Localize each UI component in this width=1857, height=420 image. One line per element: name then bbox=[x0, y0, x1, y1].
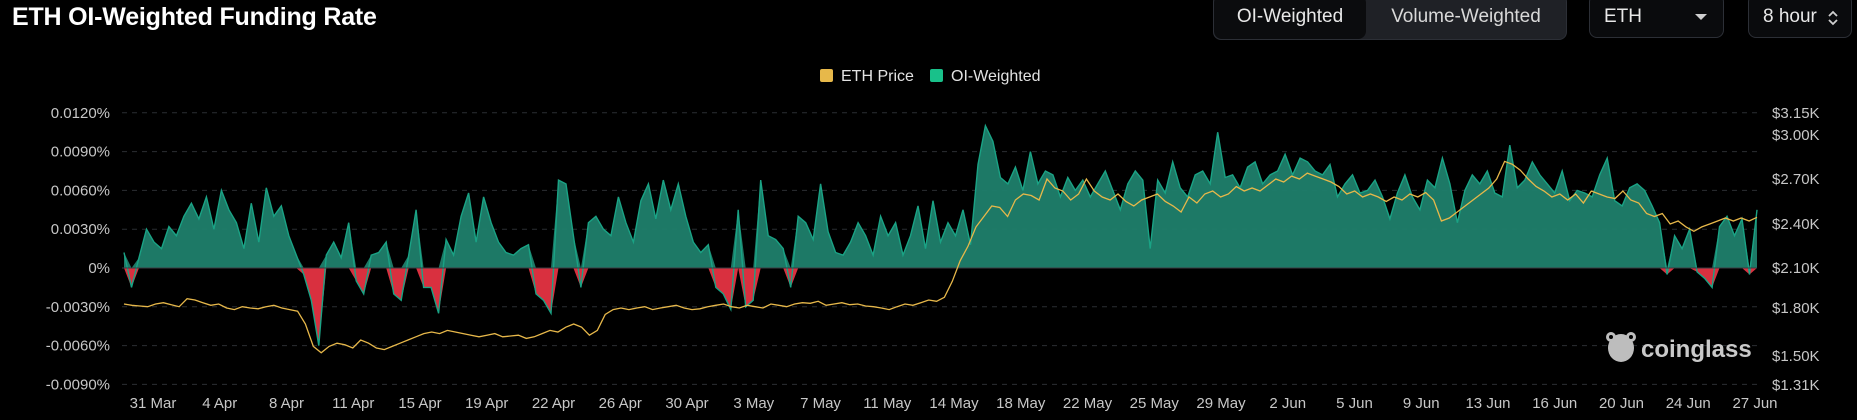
coinglass-watermark: coinglass bbox=[1606, 332, 1752, 363]
weighting-toggle: OI-Weighted Volume-Weighted bbox=[1213, 0, 1567, 40]
x-tick: 11 May bbox=[863, 395, 912, 412]
up-down-icon bbox=[1828, 10, 1838, 26]
series-layer bbox=[122, 123, 1758, 354]
y-right-tick: $2.40K bbox=[1772, 216, 1820, 233]
y-right-tick: $1.50K bbox=[1772, 348, 1820, 365]
y-right-tick: $3.00K bbox=[1772, 127, 1820, 144]
chart-legend: ETH Price OI-Weighted bbox=[820, 68, 1041, 85]
x-tick: 14 May bbox=[929, 395, 979, 412]
y-left-tick: 0.0030% bbox=[51, 221, 110, 238]
interval-select-value: 8 hour bbox=[1763, 6, 1817, 27]
y-left-tick: 0.0120% bbox=[51, 105, 110, 122]
legend-swatch-eth-price[interactable] bbox=[820, 69, 833, 82]
x-tick: 5 Jun bbox=[1336, 395, 1373, 412]
left-axis: 0.0120% 0.0090% 0.0060% 0.0030% 0% -0.0030% -0… bbox=[46, 105, 110, 394]
legend-oi-weighted[interactable]: OI-Weighted bbox=[951, 68, 1041, 85]
y-left-tick: 0.0060% bbox=[51, 182, 110, 199]
x-tick: 16 Jun bbox=[1532, 395, 1577, 412]
y-right-tick: $1.80K bbox=[1772, 300, 1820, 317]
x-tick: 26 Apr bbox=[599, 395, 642, 412]
x-tick: 19 Apr bbox=[465, 395, 508, 412]
x-tick: 20 Jun bbox=[1599, 395, 1644, 412]
page-title: ETH OI-Weighted Funding Rate bbox=[12, 3, 377, 31]
x-tick: 13 Jun bbox=[1465, 395, 1510, 412]
x-tick: 25 May bbox=[1130, 395, 1180, 412]
x-tick: 30 Apr bbox=[665, 395, 708, 412]
x-tick: 7 May bbox=[800, 395, 841, 412]
y-left-tick: 0.0090% bbox=[51, 144, 110, 161]
y-left-tick: -0.0030% bbox=[46, 299, 110, 316]
x-tick: 22 Apr bbox=[532, 395, 575, 412]
tab-volume-weighted[interactable]: Volume-Weighted bbox=[1391, 6, 1541, 27]
x-tick: 4 Apr bbox=[202, 395, 237, 412]
eth-price-line bbox=[123, 160, 1758, 354]
y-right-tick: $3.15K bbox=[1772, 105, 1820, 122]
chevron-down-icon bbox=[1695, 14, 1707, 20]
x-tick: 11 Apr bbox=[332, 395, 374, 412]
y-left-tick: 0% bbox=[88, 260, 110, 277]
right-axis: $3.15K $3.00K $2.70K $2.40K $2.10K $1.80K $1.5… bbox=[1772, 105, 1820, 394]
legend-eth-price[interactable]: ETH Price bbox=[841, 68, 914, 85]
watermark-text: coinglass bbox=[1641, 336, 1752, 363]
x-tick: 31 Mar bbox=[130, 395, 177, 412]
x-tick: 22 May bbox=[1063, 395, 1113, 412]
tab-oi-weighted[interactable]: OI-Weighted bbox=[1214, 0, 1366, 39]
y-left-tick: -0.0090% bbox=[46, 376, 110, 393]
interval-select[interactable]: 8 hour bbox=[1748, 0, 1852, 38]
x-tick: 27 Jun bbox=[1732, 395, 1777, 412]
x-tick: 15 Apr bbox=[398, 395, 441, 412]
x-tick: 24 Jun bbox=[1666, 395, 1711, 412]
y-right-tick: $1.31K bbox=[1772, 377, 1820, 394]
x-tick: 9 Jun bbox=[1403, 395, 1440, 412]
x-tick: 3 May bbox=[733, 395, 774, 412]
x-tick: 18 May bbox=[996, 395, 1046, 412]
legend-swatch-oi-weighted[interactable] bbox=[930, 69, 943, 82]
y-right-tick: $2.10K bbox=[1772, 260, 1820, 277]
x-tick: 8 Apr bbox=[269, 395, 304, 412]
y-right-tick: $2.70K bbox=[1772, 171, 1820, 188]
x-axis: 31 Mar 4 Apr 8 Apr 11 Apr 15 Apr 19 Apr 22 Apr… bbox=[130, 395, 1778, 412]
frog-logo-icon bbox=[1606, 332, 1636, 362]
oi-weighted-line bbox=[123, 123, 1758, 346]
oi-positive-area bbox=[124, 125, 1757, 268]
y-left-tick: -0.0060% bbox=[46, 338, 110, 355]
coin-select[interactable]: ETH bbox=[1589, 0, 1724, 38]
x-tick: 2 Jun bbox=[1269, 395, 1306, 412]
coin-select-value: ETH bbox=[1604, 6, 1642, 27]
x-tick: 29 May bbox=[1196, 395, 1246, 412]
